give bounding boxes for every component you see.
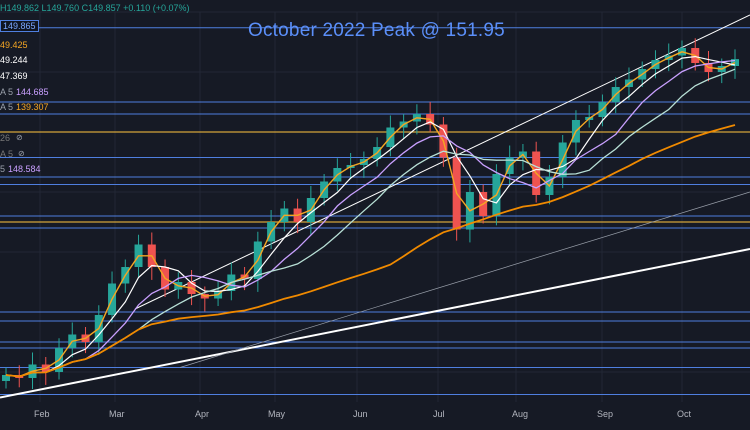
candle-body	[2, 375, 10, 381]
x-tick-label: Jul	[433, 409, 445, 419]
legend-value-ma-6: 148.584	[8, 164, 41, 174]
x-tick-label: Oct	[677, 409, 692, 419]
trendline-lower	[0, 248, 750, 399]
legend-value-ma-1: 49.425	[0, 40, 28, 50]
ma-line-white	[5, 55, 736, 378]
legend-value-ma-4: 144.685	[16, 87, 49, 97]
last-price-box: 149.865	[0, 20, 39, 32]
legend-label-ma-5: A 5	[0, 102, 14, 112]
x-tick-label: Apr	[195, 409, 210, 419]
ma-line-fast	[5, 51, 736, 378]
trendline-upper	[134, 14, 750, 310]
candle-body	[731, 59, 739, 66]
eye-slash-icon[interactable]: ⊘	[16, 133, 23, 142]
legend-item-ma-6: 5 148.584	[0, 164, 41, 174]
legend-item-ma-1: 49.425	[0, 40, 28, 50]
legend-item-ma-4: A 5 144.685	[0, 87, 49, 97]
x-tick-label: May	[268, 409, 286, 419]
ma-line-purple	[5, 59, 736, 378]
legend-label-ma-6: 5	[0, 164, 6, 174]
legend-value-ma-3: 47.369	[0, 71, 28, 81]
legend-item-hidden-2: A 5 ⊘	[0, 149, 25, 159]
ohlc-header: H149.862 L149.760 C149.857 +0.110 (+0.07…	[0, 3, 190, 13]
legend-item-ma-3: 47.369	[0, 71, 28, 81]
chart-title: October 2022 Peak @ 151.95	[248, 20, 505, 41]
x-tick-label: Sep	[597, 409, 614, 419]
ma-line-slow	[5, 124, 736, 378]
legend-label-hidden-1: 26	[0, 133, 11, 143]
x-tick-label: Jun	[353, 409, 368, 419]
eye-slash-icon[interactable]: ⊘	[18, 149, 25, 158]
legend-item-ma-2: 49.244	[0, 55, 28, 65]
legend-item-ma-5: A 5 139.307	[0, 102, 49, 112]
legend-value-ma-5: 139.307	[16, 102, 49, 112]
x-tick-label: Feb	[34, 409, 50, 419]
legend-label-ma-4: A 5	[0, 87, 14, 97]
x-tick-label: Mar	[109, 409, 125, 419]
legend-item-hidden-1: 26 ⊘	[0, 133, 23, 143]
legend-value-ma-2: 49.244	[0, 55, 28, 65]
legend-label-hidden-2: A 5	[0, 149, 14, 159]
trendline-mid	[179, 191, 750, 368]
x-tick-label: Aug	[512, 409, 529, 419]
